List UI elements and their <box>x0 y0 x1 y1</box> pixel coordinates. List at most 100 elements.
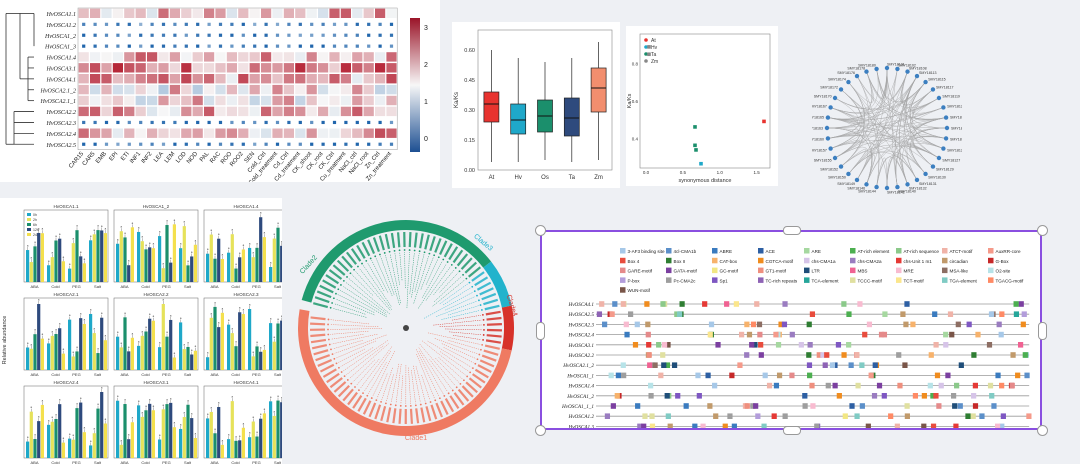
heatmap-cell <box>352 52 363 62</box>
motif-box <box>744 321 750 328</box>
heatmap-cell <box>215 95 226 106</box>
resize-handle-bottom[interactable] <box>783 426 801 435</box>
network-node-label: SMY18113 <box>919 71 937 75</box>
bar <box>158 236 162 282</box>
motif-box <box>756 321 763 328</box>
heatmap-cell <box>389 33 394 37</box>
heatmap-cell <box>306 52 317 62</box>
tree-leaf-dot <box>450 263 453 266</box>
heatmap-cell <box>226 95 237 106</box>
tree-leaf-label-bar <box>468 266 482 278</box>
resize-handle-tl[interactable] <box>535 225 546 236</box>
motif-legend-label: CAT-box <box>720 259 738 264</box>
bar-x-label: Cold <box>231 372 239 377</box>
heatmap-cell <box>272 106 283 117</box>
scatter-legend-marker <box>644 38 648 42</box>
bar <box>119 231 123 282</box>
network-edge <box>866 71 947 120</box>
motif-box <box>802 403 808 409</box>
tree-leaf-dot <box>369 257 372 260</box>
heatmap-cell <box>215 106 226 117</box>
motif-box <box>947 311 954 317</box>
tree-leaf-dot <box>483 329 485 331</box>
resize-handle-br[interactable] <box>1037 425 1048 436</box>
bar <box>71 439 75 458</box>
bar-sig-label: a <box>27 341 29 345</box>
motif-box <box>999 423 1005 428</box>
resize-handle-left[interactable] <box>536 322 545 340</box>
tree-leaf-label-bar <box>435 402 444 418</box>
resize-handle-bl[interactable] <box>535 425 546 436</box>
resize-handle-top[interactable] <box>783 226 801 235</box>
heatmap-row-label: HvOSCA1.4 <box>46 55 77 62</box>
motif-legend-label: TCCC-motif <box>858 278 883 283</box>
resize-handle-tr[interactable] <box>1037 225 1048 236</box>
tree-leaf-label-bar <box>319 284 334 294</box>
tree-branch <box>338 348 365 363</box>
bar-sig-label: a <box>235 262 237 266</box>
heatmap-cell <box>310 120 314 125</box>
bar-panel-title: HvOSCA2.4 <box>53 380 78 385</box>
network-edge <box>909 81 940 111</box>
tree-leaf-label-bar <box>352 394 363 409</box>
bar-x-label: Cold <box>51 284 59 289</box>
motif-box <box>660 352 666 358</box>
motif-panel[interactable]: 3-AF3 binding site 4cl-CMA1b ABRE ACE ARE AT-… <box>540 230 1042 430</box>
bar <box>79 318 83 370</box>
motif-box <box>806 362 813 368</box>
motif-box <box>1010 352 1016 358</box>
heatmap-row-label: HvOSCA1.1 <box>46 12 77 18</box>
heatmap-cell <box>104 33 109 37</box>
heatmap-cell <box>218 33 223 37</box>
motif-box <box>702 301 708 307</box>
heatmap-cell <box>124 52 135 62</box>
motif-box <box>692 423 698 428</box>
heatmap-cell <box>310 44 314 48</box>
heatmap-cell <box>363 95 374 106</box>
bar-x-label: PEG <box>162 284 170 289</box>
heatmap-cell <box>215 74 226 84</box>
bar <box>259 418 263 458</box>
heatmap-col-label: LEM <box>164 151 177 164</box>
scatter-x-label: synonymous distance <box>679 178 732 184</box>
heatmap-cell <box>253 44 257 48</box>
network-node-label: SMY18178 <box>847 66 865 70</box>
heatmap-cell <box>287 44 291 48</box>
bar-sig-label: a <box>281 239 282 243</box>
resize-handle-right[interactable] <box>1038 322 1047 340</box>
tree-leaf-dot <box>343 375 346 377</box>
motif-box <box>859 362 865 368</box>
bar-sig-label: a <box>235 434 237 438</box>
motif-legend-label: GARE-motif <box>628 269 653 274</box>
heatmap-cell <box>196 142 200 146</box>
motif-box <box>806 352 812 358</box>
motif-legend-swatch <box>804 257 810 264</box>
heatmap-cell <box>306 74 317 84</box>
bar-x-label: PEG <box>72 460 80 464</box>
bar-sig-label: a <box>138 225 140 229</box>
boxplot-y-tick: 0.60 <box>464 48 475 54</box>
bar-sig-label: a <box>195 344 197 348</box>
network-edge <box>886 156 908 189</box>
motif-box <box>995 372 1001 379</box>
motif-box <box>752 342 758 348</box>
motif-legend-label: GATA-motif <box>674 269 698 274</box>
heatmap-cell <box>261 74 272 84</box>
heatmap-cell <box>264 120 268 125</box>
motif-box <box>949 331 955 338</box>
heatmap-cell <box>184 44 188 48</box>
bar-sig-label: a <box>232 395 234 399</box>
tree-leaf-dot <box>451 389 454 392</box>
tree-leaf-label-bar <box>425 406 432 422</box>
heatmap-cell <box>340 106 351 117</box>
motif-box <box>881 331 888 338</box>
tree-branch <box>343 340 388 372</box>
bar <box>58 404 62 458</box>
heatmap-cell <box>127 44 131 48</box>
network-node-label: SMY18132 <box>909 187 927 191</box>
tree-branch <box>443 287 471 306</box>
motif-legend-swatch <box>666 277 672 283</box>
motif-box <box>872 362 878 368</box>
heatmap-cell <box>329 74 340 84</box>
tree-branch <box>436 300 478 317</box>
